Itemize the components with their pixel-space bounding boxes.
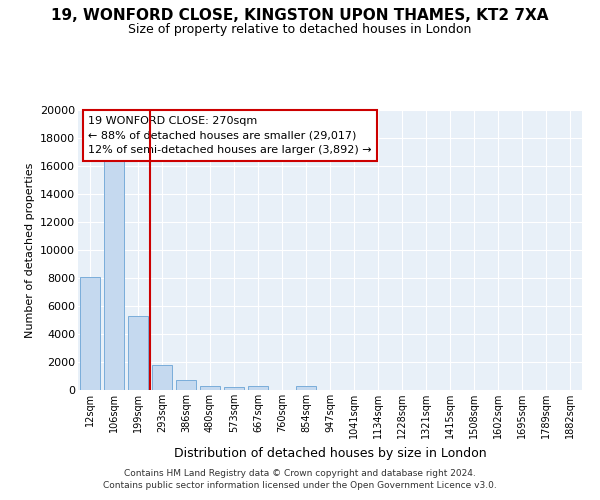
Bar: [176, 380, 196, 390]
Bar: [248, 386, 268, 390]
Y-axis label: Number of detached properties: Number of detached properties: [25, 162, 35, 338]
Text: Contains public sector information licensed under the Open Government Licence v3: Contains public sector information licen…: [103, 481, 497, 490]
Text: 19, WONFORD CLOSE, KINGSTON UPON THAMES, KT2 7XA: 19, WONFORD CLOSE, KINGSTON UPON THAMES,…: [51, 8, 549, 22]
Bar: [224, 387, 244, 390]
Bar: [296, 386, 316, 390]
Bar: [80, 276, 100, 390]
Text: 19 WONFORD CLOSE: 270sqm
← 88% of detached houses are smaller (29,017)
12% of se: 19 WONFORD CLOSE: 270sqm ← 88% of detach…: [88, 116, 372, 155]
Text: Size of property relative to detached houses in London: Size of property relative to detached ho…: [128, 22, 472, 36]
Bar: [104, 159, 124, 390]
X-axis label: Distribution of detached houses by size in London: Distribution of detached houses by size …: [173, 446, 487, 460]
Text: Contains HM Land Registry data © Crown copyright and database right 2024.: Contains HM Land Registry data © Crown c…: [124, 468, 476, 477]
Bar: [128, 316, 148, 390]
Bar: [200, 386, 220, 390]
Bar: [152, 365, 172, 390]
